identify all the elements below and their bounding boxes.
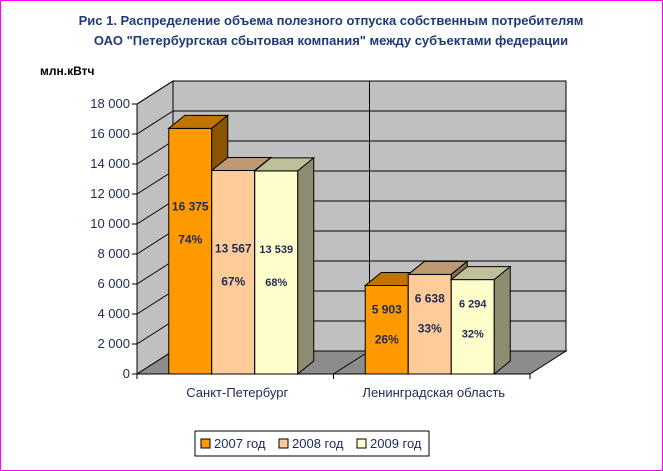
- category-divider-floor: [333, 350, 370, 375]
- legend-swatch: [278, 438, 289, 449]
- bar-front: [450, 279, 495, 375]
- bar-front: [254, 170, 299, 375]
- bar-front: [211, 169, 256, 375]
- y-tick-label: 0: [123, 366, 130, 381]
- bar-side: [493, 265, 511, 376]
- y-tick-label: 18 000: [90, 96, 130, 111]
- y-tick-label: 6 000: [97, 276, 130, 291]
- gridline-side: [136, 320, 174, 345]
- legend-label: 2009 год: [370, 436, 422, 451]
- chart-title-line2: ОАО "Петербургская сбытовая компания" ме…: [94, 33, 568, 48]
- x-category-label: Ленинградская область: [362, 385, 505, 400]
- chart-title-line1: Рис 1. Распределение объема полезного от…: [79, 13, 584, 28]
- gridline-side: [136, 80, 174, 105]
- legend-box: [194, 430, 430, 457]
- data-share-label: 33%: [418, 321, 442, 335]
- data-share-label: 74%: [178, 232, 202, 246]
- gridline-side: [136, 260, 174, 285]
- y-tick-label: 14 000: [90, 156, 130, 171]
- gridline-side: [136, 200, 174, 225]
- bar-side: [297, 156, 315, 376]
- bar-front: [168, 127, 213, 375]
- data-share-label: 67%: [221, 274, 245, 288]
- y-tick-label: 16 000: [90, 126, 130, 141]
- legend-swatch: [356, 438, 367, 449]
- legend: 2007 год 2008 год 2009 год: [194, 430, 430, 457]
- legend-label: 2008 год: [292, 436, 344, 451]
- data-value-label: 6 294: [459, 299, 487, 311]
- data-value-label: 6 638: [415, 291, 445, 305]
- side-wall: [136, 80, 174, 375]
- data-share-label: 68%: [265, 277, 287, 289]
- legend-swatch: [200, 438, 211, 449]
- data-value-label: 13 539: [259, 244, 293, 256]
- y-axis-unit-label: млн.кВтч: [40, 64, 94, 78]
- gridline-side: [136, 110, 174, 135]
- data-share-label: 26%: [375, 332, 399, 346]
- y-tick-label: 4 000: [97, 306, 130, 321]
- data-value-label: 13 567: [215, 241, 252, 255]
- gridline-side: [136, 170, 174, 195]
- bars-group: [167, 114, 512, 376]
- legend-label: 2007 год: [214, 436, 266, 451]
- bar-front: [364, 284, 409, 375]
- gridline-side: [136, 140, 174, 165]
- data-value-label: 5 903: [372, 302, 402, 316]
- y-tick-label: 12 000: [90, 186, 130, 201]
- bar-front: [407, 273, 452, 375]
- y-tick-label: 2 000: [97, 336, 130, 351]
- data-share-label: 32%: [462, 329, 484, 341]
- x-category-label: Санкт-Петербург: [186, 385, 288, 400]
- labels-group: 16 375 74% 13 567 67% 13 539 68% Санкт-Петербу…: [172, 199, 505, 400]
- y-tick-label: 8 000: [97, 246, 130, 261]
- y-tick-label: 10 000: [90, 216, 130, 231]
- gridline-side: [136, 230, 174, 255]
- data-value-label: 16 375: [172, 199, 209, 213]
- gridline-side: [136, 290, 174, 315]
